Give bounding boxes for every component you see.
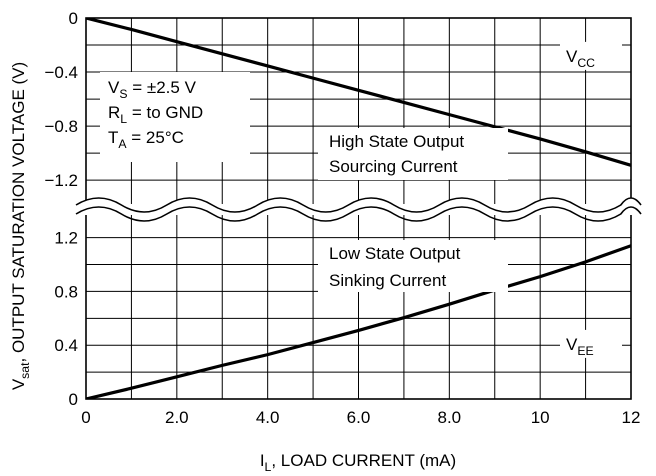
x-tick-label: 0 — [81, 408, 90, 427]
y-axis-label: Vsat, OUTPUT SATURATION VOLTAGE (V) — [9, 62, 32, 390]
label-background — [560, 329, 622, 358]
y-tick-label: −0.8 — [44, 117, 78, 136]
y-tick-label: 0.8 — [54, 282, 78, 301]
y-tick-label: 0.4 — [54, 336, 78, 355]
x-axis-label: IL, LOAD CURRENT (mA) — [260, 451, 456, 474]
y-tick-label: −1.2 — [44, 171, 78, 190]
condition-label: RL = to GND — [108, 103, 203, 126]
label-background — [318, 240, 508, 292]
label-background — [318, 128, 508, 180]
series-line-vee — [86, 244, 631, 399]
series-label-vcc: VCC — [566, 47, 595, 70]
axis-break — [74, 193, 642, 222]
x-tick-label: 10 — [531, 408, 550, 427]
series-label-vee: VEE — [566, 335, 594, 358]
series-line-vcc — [86, 18, 631, 167]
low-state-label-line2: Sinking Current — [329, 271, 446, 290]
y-tick-label: 1.2 — [54, 229, 78, 248]
y-tick-label: 0 — [69, 390, 78, 409]
x-tick-label: 4.0 — [256, 408, 280, 427]
x-tick-label: 8.0 — [438, 408, 462, 427]
label-background — [100, 72, 250, 162]
low-state-label-line1: Low State Output — [329, 244, 461, 263]
break-line-upper — [75, 197, 642, 213]
condition-label: VS = ±2.5 V — [108, 78, 197, 101]
break-line-lower — [75, 206, 642, 222]
y-tick-label: −0.4 — [44, 63, 78, 82]
high-state-label-line1: High State Output — [329, 132, 464, 151]
x-tick-label: 12 — [622, 408, 641, 427]
x-tick-label: 2.0 — [165, 408, 189, 427]
condition-label: TA = 25°C — [108, 128, 184, 151]
x-tick-label: 6.0 — [347, 408, 371, 427]
label-background — [560, 41, 622, 70]
y-tick-label: 0 — [69, 9, 78, 28]
series-lines — [86, 18, 631, 399]
high-state-label-line2: Sourcing Current — [329, 157, 458, 176]
